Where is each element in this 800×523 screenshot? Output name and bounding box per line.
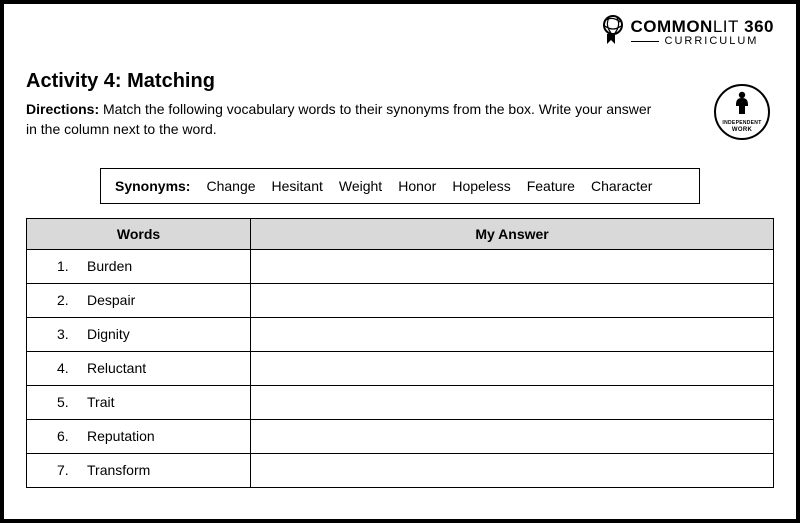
badge-line2: WORK [732, 127, 752, 133]
table-row: 2. Despair [27, 283, 774, 317]
cell-answer[interactable] [251, 351, 774, 385]
brand-text: COMMONLIT 360 CURRICULUM [631, 18, 774, 47]
directions: Directions: Match the following vocabula… [26, 99, 666, 140]
worksheet-page: COMMONLIT 360 CURRICULUM Activity 4: Mat… [0, 0, 800, 523]
row-num: 3. [57, 326, 73, 342]
table-row: 4. Reluctant [27, 351, 774, 385]
brand-logo: COMMONLIT 360 CURRICULUM [597, 14, 774, 51]
cell-answer[interactable] [251, 317, 774, 351]
table-row: 7. Transform [27, 453, 774, 487]
row-word-text: Dignity [87, 326, 130, 342]
brand-sub: CURRICULUM [631, 36, 774, 47]
cell-word: 1. Burden [27, 249, 251, 283]
table-row: 5. Trait [27, 385, 774, 419]
brand-main-bold: COMMON [631, 17, 713, 36]
cell-word: 2. Despair [27, 283, 251, 317]
independent-work-badge: INDEPENDENT WORK [714, 84, 770, 140]
table-header-row: Words My Answer [27, 218, 774, 249]
matching-table: Words My Answer 1. Burden 2. Despair 3. Dig… [26, 218, 774, 488]
synonyms-label: Synonyms: [115, 178, 190, 194]
cell-word: 4. Reluctant [27, 351, 251, 385]
brand-main-suffix: 360 [739, 17, 774, 36]
synonym-item: Character [591, 178, 652, 194]
cell-answer[interactable] [251, 249, 774, 283]
directions-label: Directions: [26, 101, 99, 117]
row-word-text: Despair [87, 292, 135, 308]
cell-word: 7. Transform [27, 453, 251, 487]
cell-word: 3. Dignity [27, 317, 251, 351]
synonym-item: Weight [339, 178, 382, 194]
synonym-item: Feature [527, 178, 575, 194]
row-num: 5. [57, 394, 73, 410]
header-words: Words [27, 218, 251, 249]
row-word-text: Reluctant [87, 360, 146, 376]
row-num: 4. [57, 360, 73, 376]
row-word-text: Trait [87, 394, 114, 410]
cell-word: 6. Reputation [27, 419, 251, 453]
brand-line [631, 41, 659, 43]
row-num: 1. [57, 258, 73, 274]
header-answer: My Answer [251, 218, 774, 249]
row-word-text: Reputation [87, 428, 155, 444]
directions-text: Match the following vocabulary words to … [26, 101, 651, 137]
row-word-text: Transform [87, 462, 150, 478]
synonym-item: Hopeless [452, 178, 510, 194]
row-num: 7. [57, 462, 73, 478]
person-icon [732, 91, 752, 120]
brand-curriculum: CURRICULUM [665, 36, 759, 47]
badge-line1: INDEPENDENT [722, 121, 761, 126]
row-num: 2. [57, 292, 73, 308]
brand-main: COMMONLIT 360 [631, 18, 774, 35]
activity-title: Activity 4: Matching [26, 70, 774, 93]
table-row: 3. Dignity [27, 317, 774, 351]
row-num: 6. [57, 428, 73, 444]
cell-answer[interactable] [251, 453, 774, 487]
synonyms-box: Synonyms: Change Hesitant Weight Honor H… [100, 168, 700, 204]
cell-answer[interactable] [251, 283, 774, 317]
table-row: 1. Burden [27, 249, 774, 283]
synonym-item: Honor [398, 178, 436, 194]
ribbon-globe-icon [597, 14, 625, 51]
row-word-text: Burden [87, 258, 132, 274]
cell-word: 5. Trait [27, 385, 251, 419]
cell-answer[interactable] [251, 419, 774, 453]
synonym-item: Hesitant [272, 178, 323, 194]
synonym-item: Change [206, 178, 255, 194]
cell-answer[interactable] [251, 385, 774, 419]
table-row: 6. Reputation [27, 419, 774, 453]
brand-main-light: LIT [713, 17, 739, 36]
